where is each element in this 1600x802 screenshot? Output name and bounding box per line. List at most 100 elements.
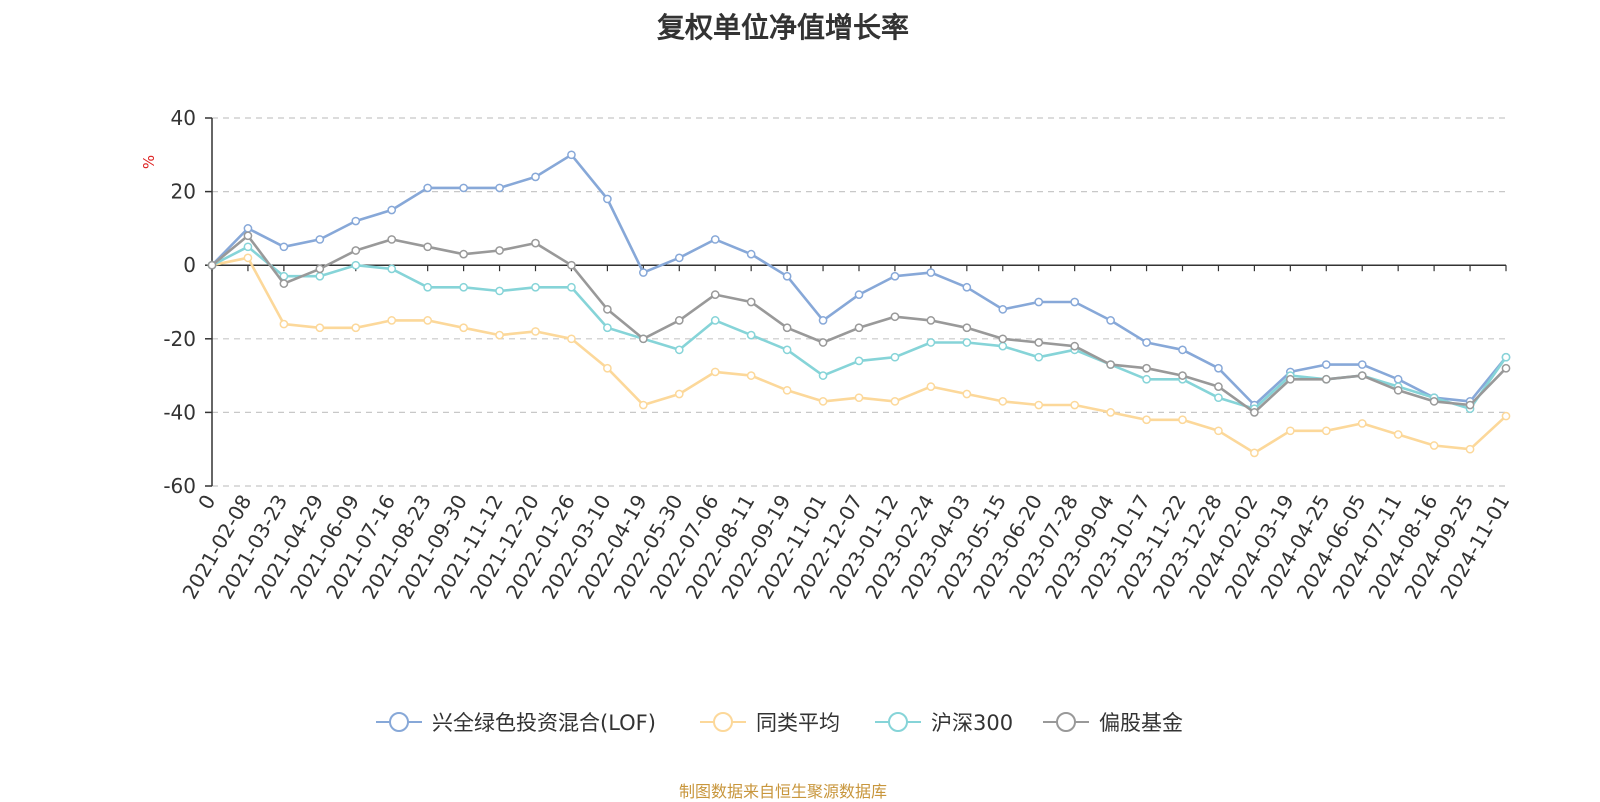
- legend-item-1: 同类平均: [700, 711, 840, 735]
- series-0-point-13: [674, 253, 684, 263]
- series-3-point-16: [782, 323, 792, 333]
- series-line-0: [211, 153, 1508, 407]
- series-3-point-27: [1178, 371, 1187, 380]
- series-0-point-18: [854, 290, 864, 299]
- series-1-point-20: [926, 382, 936, 391]
- series-0-point-21: [962, 282, 972, 292]
- series-2-point-17: [818, 371, 828, 380]
- series-0-point-31: [1321, 360, 1331, 369]
- series-3-point-34: [1429, 397, 1439, 406]
- series-3-point-33: [1393, 385, 1403, 395]
- series-2-point-21: [962, 338, 972, 347]
- series-0-point-26: [1142, 338, 1151, 347]
- series-2-point-8: [495, 286, 504, 296]
- series-2-point-11: [603, 323, 612, 333]
- series-0-point-2: [279, 242, 289, 252]
- legend-label-1: 同类平均: [756, 711, 840, 735]
- series-1-point-28: [1214, 426, 1223, 436]
- series-1-point-3: [315, 323, 325, 333]
- series-1-point-33: [1393, 430, 1403, 439]
- series-3-point-8: [495, 246, 504, 255]
- series-2-point-14: [710, 316, 720, 325]
- series-3-point-2: [279, 279, 289, 288]
- series-2-point-13: [674, 345, 684, 355]
- series-3-point-9: [531, 238, 540, 248]
- series-2-point-6: [423, 282, 433, 292]
- series-1-point-11: [603, 363, 612, 373]
- series-1-point-22: [998, 397, 1008, 406]
- legend: 兴全绿色投资混合(LOF) 同类平均 沪深300 偏股基金: [376, 711, 1183, 735]
- series-1-point-14: [710, 367, 720, 377]
- series-3-point-35: [1465, 400, 1475, 410]
- series-1: [207, 253, 1511, 458]
- series-3-point-5: [387, 235, 397, 244]
- chart-title: 复权单位净值增长率: [656, 11, 909, 44]
- series-2-point-18: [854, 356, 864, 366]
- series-3-point-24: [1070, 341, 1080, 351]
- series-0-point-12: [638, 268, 648, 277]
- series-layer: [207, 150, 1511, 458]
- series-1-point-10: [567, 334, 576, 344]
- series-1-point-8: [495, 330, 504, 340]
- series-3-point-29: [1250, 408, 1259, 417]
- series-3-point-23: [1034, 338, 1044, 347]
- series-1-point-32: [1357, 419, 1367, 428]
- legend-label-0: 兴全绿色投资混合(LOF): [432, 711, 656, 735]
- legend-item-2: 沪深300: [875, 711, 1013, 735]
- series-2-point-22: [998, 341, 1008, 351]
- series-3-point-22: [998, 334, 1008, 344]
- series-1-point-15: [746, 371, 756, 380]
- y-tick-label-2: -20: [163, 327, 196, 351]
- series-2-point-23: [1034, 352, 1044, 362]
- source-note: 制图数据来自恒生聚源数据库: [678, 782, 887, 801]
- y-tick-label-1: -40: [163, 400, 196, 424]
- y-axis-unit-label: %: [140, 155, 158, 169]
- legend-marker-3: [1056, 712, 1076, 732]
- series-1-point-2: [279, 319, 289, 329]
- series-0-point-10: [567, 150, 576, 160]
- series-3-point-31: [1321, 374, 1331, 384]
- series-1-point-7: [459, 323, 468, 333]
- series-3-point-0: [207, 260, 217, 270]
- series-2-point-4: [351, 260, 361, 270]
- series-1-point-1: [243, 253, 253, 263]
- series-1-point-5: [387, 316, 397, 325]
- series-0-point-27: [1178, 345, 1187, 355]
- series-0-point-14: [710, 235, 720, 244]
- series-3-point-15: [746, 297, 756, 307]
- series-1-point-25: [1106, 408, 1115, 417]
- y-tick-label-5: 40: [171, 106, 196, 130]
- series-0-point-6: [423, 183, 433, 193]
- legend-marker-0: [389, 712, 409, 732]
- series-1-point-29: [1250, 448, 1259, 458]
- series-0: [207, 150, 1511, 410]
- series-0-point-33: [1393, 374, 1403, 384]
- series-2-point-3: [315, 271, 325, 281]
- series-3-point-4: [351, 246, 361, 255]
- series-0-point-15: [746, 249, 756, 259]
- series-3-point-25: [1106, 360, 1115, 369]
- series-0-point-4: [351, 216, 361, 226]
- series-0-point-19: [890, 271, 900, 281]
- series-1-point-4: [351, 323, 361, 333]
- series-2-point-20: [926, 338, 936, 347]
- series-3-point-12: [638, 334, 648, 344]
- series-1-point-31: [1321, 426, 1331, 436]
- x-tick-label-0: 0: [193, 491, 220, 514]
- series-1-point-27: [1178, 415, 1187, 425]
- series-3-point-1: [243, 231, 253, 241]
- series-1-point-13: [674, 389, 684, 399]
- legend-item-0: 兴全绿色投资混合(LOF): [376, 711, 656, 735]
- series-3-point-17: [818, 338, 828, 347]
- series-2-point-10: [567, 282, 576, 292]
- legend-label-3: 偏股基金: [1099, 711, 1183, 735]
- series-3-point-11: [603, 305, 612, 314]
- series-2-point-19: [890, 352, 900, 362]
- series-1-point-30: [1285, 426, 1295, 436]
- series-0-point-32: [1357, 360, 1367, 369]
- series-2-point-28: [1214, 393, 1223, 403]
- legend-item-3: 偏股基金: [1043, 711, 1183, 735]
- series-2-point-16: [782, 345, 792, 355]
- series-3-point-28: [1214, 382, 1223, 391]
